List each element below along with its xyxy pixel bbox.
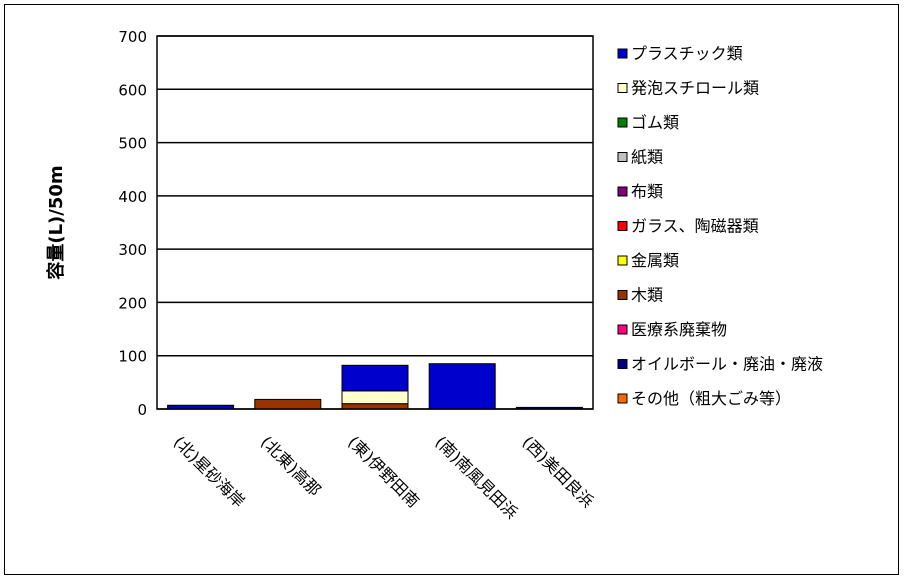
y-tick-label: 400: [118, 188, 147, 206]
legend-swatch: [618, 325, 627, 334]
x-category-label: (東)伊野田南: [344, 432, 423, 511]
legend-swatch: [618, 256, 627, 265]
gridlines: [157, 36, 593, 409]
y-tick-label: 600: [118, 81, 147, 99]
legend-label: 紙類: [631, 148, 663, 167]
x-axis-categories: (北)星砂海岸 (北東)高那 (東)伊野田南 (南)南風見田浜(西)美田良浜: [170, 432, 598, 522]
y-axis-ticks: 0 100 200 300 400 500 600 700: [118, 28, 147, 419]
y-tick-label: 500: [118, 135, 147, 153]
legend-label: ゴム類: [631, 113, 679, 132]
plot-area-border: [157, 36, 593, 409]
legend-swatch: [618, 222, 627, 231]
legend-swatch: [618, 360, 627, 369]
legend-swatch: [618, 187, 627, 196]
x-category-label: (西)美田良浜: [519, 432, 598, 511]
bar-segment: [255, 399, 321, 409]
legend-swatch: [618, 153, 627, 162]
bar-segment: [342, 404, 408, 409]
legend-swatch: [618, 49, 627, 58]
legend-label: 医療系廃棄物: [631, 320, 727, 339]
legend-label: その他（粗大ごみ等）: [631, 389, 791, 408]
legend-label: 布類: [631, 182, 663, 201]
y-tick-label: 700: [118, 28, 147, 46]
legend-label: オイルボール・廃油・廃液: [631, 355, 823, 374]
y-tick-label: 200: [118, 294, 147, 312]
legend-label: 金属類: [631, 251, 679, 270]
chart-frame: 0 100 200 300 400 500 600 700 (北)星砂海岸 (北東)高那 (東)伊…: [4, 4, 899, 575]
bar-segment: [342, 365, 408, 391]
x-category-label: (北東)高那: [257, 432, 325, 500]
y-axis-label: 容量(L)/50m: [45, 165, 67, 279]
y-tick-label: 100: [118, 348, 147, 366]
legend-swatch: [618, 291, 627, 300]
y-tick-label: 0: [137, 401, 147, 419]
bar-segment: [429, 364, 495, 409]
x-category-label: (北)星砂海岸: [170, 432, 249, 511]
legend-label: プラスチック類: [631, 44, 743, 63]
y-tick-label: 300: [118, 241, 147, 259]
stacked-bar-chart: 0 100 200 300 400 500 600 700 (北)星砂海岸 (北東)高那 (東)伊…: [5, 5, 900, 576]
legend-label: 木類: [631, 286, 663, 305]
legend-swatch: [618, 118, 627, 127]
x-category-label: (南)南風見田浜: [431, 432, 521, 522]
legend: プラスチック類発泡スチロール類ゴム類紙類布類ガラス、陶磁器類金属類木類医療系廃棄…: [618, 44, 823, 408]
legend-swatch: [618, 394, 627, 403]
bars: [168, 364, 583, 409]
legend-label: ガラス、陶磁器類: [631, 217, 759, 236]
bar-segment: [342, 391, 408, 404]
legend-label: 発泡スチロール類: [631, 79, 759, 98]
legend-swatch: [618, 84, 627, 93]
